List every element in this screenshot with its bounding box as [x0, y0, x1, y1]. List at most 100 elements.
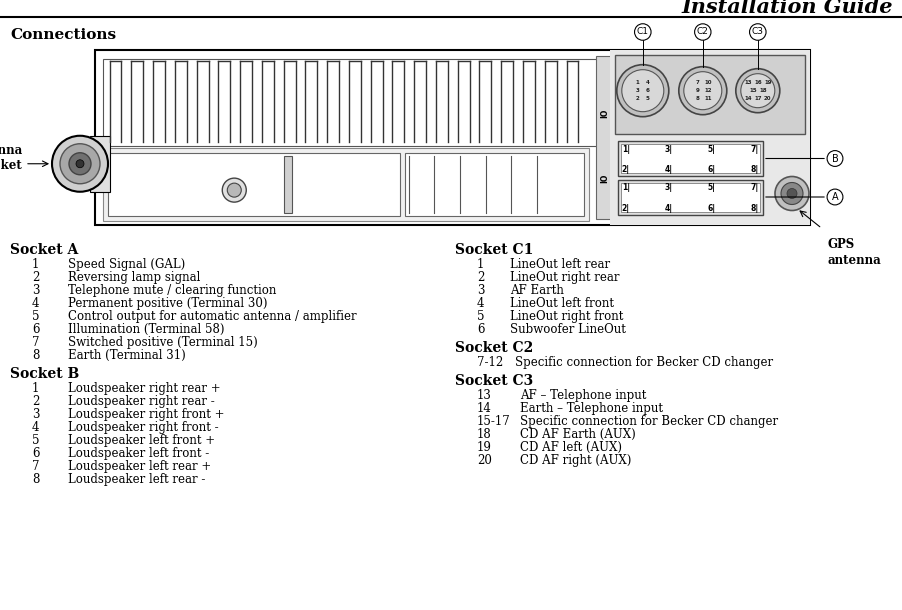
Text: 15-17: 15-17 [477, 415, 511, 428]
Text: C1: C1 [637, 27, 649, 37]
Circle shape [76, 160, 84, 168]
Bar [595, 56, 613, 219]
Text: 16: 16 [754, 80, 761, 85]
Bar [610, 50, 810, 225]
Text: 19: 19 [477, 441, 492, 454]
Text: CD AF Earth (AUX): CD AF Earth (AUX) [520, 428, 636, 441]
Text: Loudspeaker right front -: Loudspeaker right front - [68, 421, 218, 434]
Text: Switched positive (Terminal 15): Switched positive (Terminal 15) [68, 336, 258, 349]
Text: Socket A: Socket A [10, 243, 78, 257]
Text: Speed Signal (GAL): Speed Signal (GAL) [68, 258, 185, 271]
Text: 4: 4 [32, 421, 40, 434]
Text: Permanent positive (Terminal 30): Permanent positive (Terminal 30) [68, 297, 268, 310]
Text: 2|: 2| [621, 165, 630, 174]
Text: 4: 4 [477, 297, 484, 310]
Text: Earth (Terminal 31): Earth (Terminal 31) [68, 349, 186, 362]
Text: B: B [832, 154, 838, 163]
Bar [103, 59, 603, 146]
Text: Socket B: Socket B [10, 367, 79, 381]
Text: IO: IO [600, 109, 609, 118]
Bar [621, 144, 760, 173]
Bar [615, 56, 805, 134]
Bar [103, 148, 589, 221]
Text: Specific connection for Becker CD changer: Specific connection for Becker CD change… [520, 415, 778, 428]
Bar [621, 182, 760, 212]
Text: Telephone mute / clearing function: Telephone mute / clearing function [68, 284, 276, 297]
Circle shape [227, 183, 241, 197]
Text: 6|: 6| [708, 204, 716, 213]
Circle shape [621, 70, 664, 112]
Text: 19: 19 [764, 80, 771, 85]
Bar [405, 152, 584, 216]
Circle shape [617, 65, 668, 117]
Text: A: A [832, 192, 838, 202]
Text: LineOut left rear: LineOut left rear [510, 258, 610, 271]
Text: 7-12: 7-12 [477, 356, 503, 369]
Text: Socket C2: Socket C2 [455, 341, 533, 355]
Text: 6: 6 [32, 447, 40, 460]
Text: 10: 10 [704, 80, 712, 85]
Text: Loudspeaker left rear +: Loudspeaker left rear + [68, 460, 211, 473]
Text: 8: 8 [32, 473, 40, 486]
Text: 20: 20 [477, 454, 492, 467]
Circle shape [69, 152, 91, 174]
Text: Socket C3: Socket C3 [455, 374, 533, 388]
Text: 3: 3 [477, 284, 484, 297]
Text: 14: 14 [744, 96, 751, 101]
Bar [618, 179, 763, 215]
Bar [95, 50, 810, 225]
Text: LineOut left front: LineOut left front [510, 297, 614, 310]
Text: 13: 13 [477, 389, 492, 402]
Text: 4: 4 [32, 297, 40, 310]
Text: 5: 5 [32, 434, 40, 447]
Text: LineOut right front: LineOut right front [510, 310, 623, 323]
Bar [618, 141, 763, 176]
Text: 7: 7 [32, 460, 40, 473]
Text: 5|: 5| [708, 183, 716, 192]
Text: 3: 3 [32, 408, 40, 421]
Bar [108, 152, 400, 216]
Text: 4|: 4| [665, 165, 673, 174]
Text: 5: 5 [477, 310, 484, 323]
Circle shape [684, 72, 722, 110]
Text: Subwoofer LineOut: Subwoofer LineOut [510, 323, 626, 336]
Text: Loudspeaker right rear +: Loudspeaker right rear + [68, 382, 221, 395]
Text: Reversing lamp signal: Reversing lamp signal [68, 271, 200, 284]
Text: 3|: 3| [665, 145, 673, 154]
Circle shape [775, 176, 809, 210]
Text: 1|: 1| [621, 145, 630, 154]
Text: 20: 20 [764, 96, 771, 101]
Text: 4: 4 [646, 80, 649, 85]
Text: Socket C1: Socket C1 [455, 243, 533, 257]
Text: 9: 9 [695, 88, 700, 93]
Text: 4|: 4| [665, 204, 673, 213]
Text: C3: C3 [751, 27, 764, 37]
Text: 2: 2 [477, 271, 484, 284]
Circle shape [52, 136, 108, 192]
Circle shape [741, 74, 775, 108]
Text: GPS
antenna: GPS antenna [827, 239, 880, 267]
Text: 5|: 5| [708, 145, 716, 154]
Text: Specific connection for Becker CD changer: Specific connection for Becker CD change… [515, 356, 773, 369]
Text: Loudspeaker right rear -: Loudspeaker right rear - [68, 395, 215, 408]
Text: Control output for automatic antenna / amplifier: Control output for automatic antenna / a… [68, 310, 356, 323]
Text: 17: 17 [754, 96, 761, 101]
Text: 8: 8 [32, 349, 40, 362]
Text: 18: 18 [759, 88, 767, 93]
Text: 15: 15 [749, 88, 757, 93]
Text: 3|: 3| [665, 183, 673, 192]
Text: 2: 2 [32, 395, 40, 408]
Text: 6: 6 [32, 323, 40, 336]
Text: Installation Guide: Installation Guide [682, 0, 893, 17]
Text: 7: 7 [32, 336, 40, 349]
Text: 1: 1 [32, 382, 40, 395]
Circle shape [736, 69, 780, 113]
Text: 7|: 7| [750, 145, 759, 154]
Text: 1: 1 [32, 258, 40, 271]
Circle shape [60, 144, 100, 184]
Text: 8|: 8| [750, 204, 759, 213]
Text: Loudspeaker left front +: Loudspeaker left front + [68, 434, 215, 447]
Text: 11: 11 [704, 96, 712, 101]
Text: 7: 7 [695, 80, 700, 85]
Text: Illumination (Terminal 58): Illumination (Terminal 58) [68, 323, 225, 336]
